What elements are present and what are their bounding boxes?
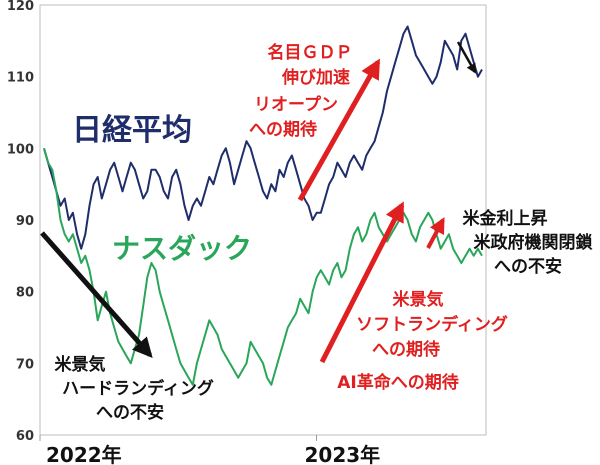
arrow-gdp-reopen	[297, 58, 381, 202]
y-axis-ticks: 60 70 80 90 100 110 120	[7, 0, 34, 444]
annotation-ai-line-1: AI革命への期待	[337, 372, 458, 393]
arrow-hard-landing	[40, 231, 153, 358]
annotation-rate-line-3: への不安	[494, 256, 562, 277]
arrow-ai-softlanding	[319, 201, 405, 364]
y-tick-label: 100	[7, 142, 34, 157]
plot-area	[39, 4, 487, 436]
y-tick-label: 60	[16, 429, 34, 444]
annotation-ai: AI革命への期待	[337, 372, 458, 393]
series-line-nasdaq	[43, 148, 483, 386]
series-label-nikkei: 日経平均	[72, 113, 192, 148]
x-axis-ticks: 2022年 2023年	[39, 435, 381, 465]
series-label-nasdaq: ナスダック	[112, 232, 252, 265]
annotation-hard-line-2: ハードランディング	[62, 378, 214, 399]
x-tick-label: 2022年	[46, 443, 122, 465]
annotation-gdp-line-4: への期待	[249, 119, 317, 140]
series-group	[43, 25, 483, 386]
y-tick-label: 80	[16, 286, 34, 301]
annotation-soft-landing: 米景気 ソフトランディング への期待	[356, 289, 508, 360]
annotation-gdp-reopen: 名目ＧＤＰ 伸び加速 リオープン への期待	[249, 42, 353, 140]
annotation-rate-shutdown: 米金利上昇 米政府機関閉鎖 への不安	[463, 208, 594, 277]
annotation-arrows	[40, 41, 477, 364]
annotation-soft-line-2: ソフトランディング	[356, 314, 508, 335]
y-tick-label: 110	[7, 71, 34, 86]
series-line-nikkei	[43, 25, 483, 250]
arrow-nasdaq-small	[426, 217, 445, 249]
annotation-gdp-line-3: リオープン	[254, 94, 338, 115]
annotation-rate-line-1: 米金利上昇	[463, 208, 548, 229]
arrow-rate-shutdown	[456, 41, 477, 74]
annotation-hard-line-1: 米景気	[55, 354, 106, 375]
annotation-hard-line-3: への不安	[96, 402, 164, 423]
annotation-hard-landing: 米景気 ハードランディング への不安	[55, 354, 214, 423]
annotation-gdp-line-1: 名目ＧＤＰ	[268, 42, 353, 63]
annotation-soft-line-3: への期待	[372, 339, 440, 360]
annotation-rate-line-2: 米政府機関閉鎖	[474, 232, 594, 253]
y-tick-label: 120	[7, 0, 34, 14]
annotation-soft-line-1: 米景気	[393, 289, 444, 310]
y-tick-label: 90	[16, 214, 34, 229]
y-tick-label: 70	[16, 357, 34, 372]
annotation-gdp-line-2: 伸び加速	[281, 67, 350, 88]
x-tick-label: 2023年	[305, 443, 381, 465]
